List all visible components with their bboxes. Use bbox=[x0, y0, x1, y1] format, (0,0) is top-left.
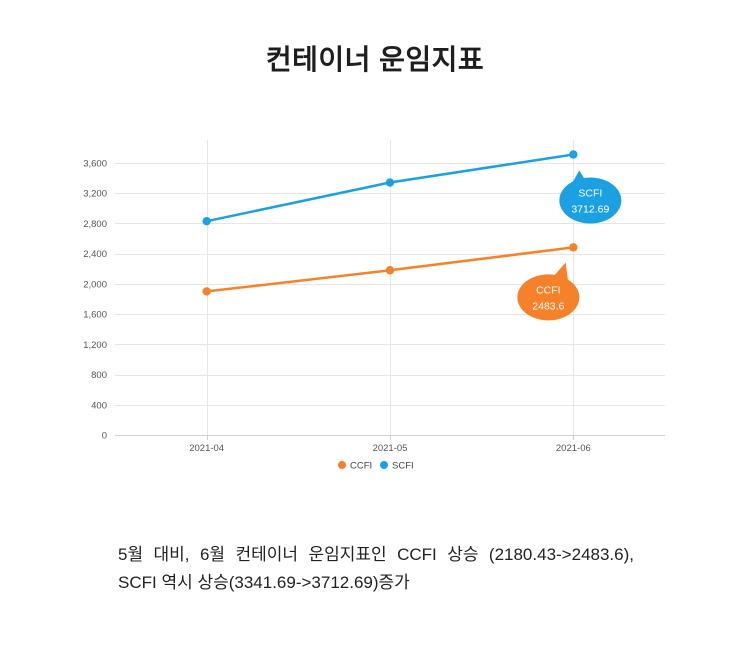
data-point-ccfi bbox=[569, 243, 578, 252]
legend-label: CCFI bbox=[350, 461, 372, 472]
y-tick-label: 0 bbox=[102, 431, 107, 442]
callout-label: SCFI bbox=[578, 187, 602, 199]
series-scfi bbox=[202, 150, 578, 226]
summary-line-1: 5월 대비, 6월 컨테이너 운임지표인 CCFI 상승 (2180.43->2… bbox=[118, 545, 634, 564]
line-chart: 0 400 800 1,200 1,600 2,000 2,400 2,800 3,200 3,6… bbox=[83, 140, 665, 472]
y-tick-label: 1,600 bbox=[83, 310, 107, 321]
data-point-scfi bbox=[569, 150, 578, 159]
callout-bubble bbox=[517, 274, 580, 321]
x-tick-label: 2021-06 bbox=[556, 443, 591, 454]
callout-ccfi: CCFI 2483.6 bbox=[517, 262, 580, 321]
y-tick-label: 3,200 bbox=[83, 189, 107, 200]
legend: CCFI SCFI bbox=[338, 461, 414, 472]
series-ccfi bbox=[202, 243, 578, 296]
data-point-ccfi bbox=[202, 287, 211, 296]
legend-marker bbox=[338, 461, 346, 469]
callout-bubble bbox=[559, 177, 622, 224]
y-tick-label: 3,600 bbox=[83, 159, 107, 170]
callout-value: 3712.69 bbox=[571, 203, 609, 215]
legend-label: SCFI bbox=[392, 461, 414, 472]
callout-value: 2483.6 bbox=[532, 300, 564, 312]
y-tick-label: 2,000 bbox=[83, 279, 107, 290]
legend-item-scfi[interactable]: SCFI bbox=[380, 461, 414, 472]
data-point-scfi bbox=[202, 216, 211, 226]
data-point-scfi bbox=[385, 178, 395, 187]
callout-scfi: SCFI 3712.69 bbox=[559, 170, 622, 224]
x-tick-label: 2021-05 bbox=[373, 443, 408, 454]
y-tick-label: 800 bbox=[91, 370, 107, 381]
legend-marker bbox=[380, 461, 388, 469]
summary-line-2: SCFI 역시 상승(3341.69->3712.69)증가 bbox=[118, 573, 410, 592]
chart-title: 컨테이너 운임지표 bbox=[265, 44, 485, 75]
callout-label: CCFI bbox=[536, 284, 561, 296]
x-tick-label: 2021-04 bbox=[189, 443, 224, 454]
y-tick-label: 2,400 bbox=[83, 249, 107, 260]
legend-item-ccfi[interactable]: CCFI bbox=[338, 461, 372, 472]
y-tick-label: 1,200 bbox=[83, 340, 107, 351]
y-tick-label: 2,800 bbox=[83, 219, 107, 230]
summary-text: 5월 대비, 6월 컨테이너 운임지표인 CCFI 상승 (2180.43->2… bbox=[118, 541, 634, 597]
data-point-ccfi bbox=[385, 266, 395, 275]
y-tick-label: 400 bbox=[91, 400, 107, 411]
